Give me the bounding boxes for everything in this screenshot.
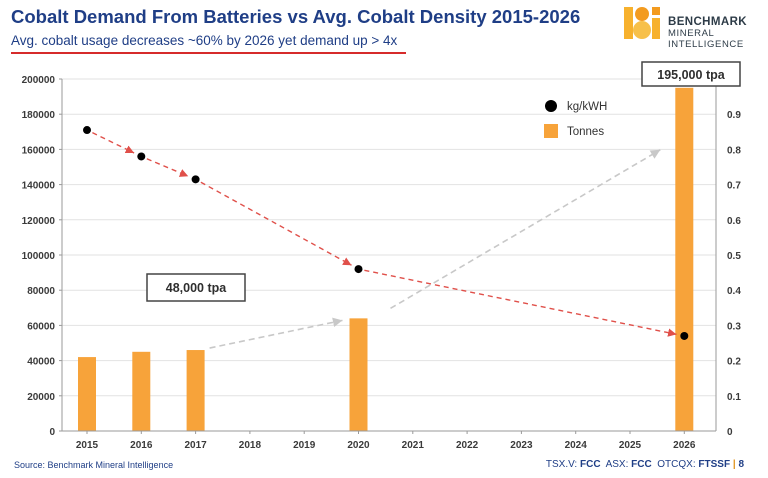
annotation-195000-text: 195,000 tpa bbox=[657, 68, 725, 82]
benchmark-logo: BENCHMARK MINERAL INTELLIGENCE bbox=[622, 4, 762, 50]
ticker-tsx-label: TSX.V: bbox=[545, 459, 578, 470]
left-tick-label: 200000 bbox=[22, 75, 56, 86]
growth-arrow-gray bbox=[209, 317, 343, 349]
footer-tickers: TSX.V: FCC ASX: FCC OTCQX: FTSSF | 8 bbox=[546, 459, 744, 470]
left-tick-label: 40000 bbox=[27, 357, 55, 368]
bar-tonnes-2026 bbox=[675, 87, 694, 432]
right-tick-label: 0.4 bbox=[727, 286, 741, 297]
point-kg-kwh-2016 bbox=[137, 152, 146, 161]
trend-arrow-red bbox=[200, 181, 352, 266]
ticker-tsx-value: FCC bbox=[579, 459, 601, 470]
right-tick-label: 0 bbox=[727, 427, 733, 438]
left-tick-label: 80000 bbox=[27, 286, 55, 297]
x-tick-label: 2026 bbox=[673, 440, 696, 451]
x-tick-label: 2024 bbox=[565, 440, 588, 451]
right-tick-label: 0.2 bbox=[727, 357, 741, 368]
left-tick-label: 140000 bbox=[22, 181, 56, 192]
right-tick-label: 0.7 bbox=[727, 181, 741, 192]
bar-tonnes-2017 bbox=[186, 350, 205, 431]
left-tick-label: 100000 bbox=[22, 251, 56, 262]
trend-arrow-red bbox=[364, 269, 677, 337]
legend-label-tonnes: Tonnes bbox=[567, 126, 604, 138]
bar-tonnes-2020 bbox=[349, 318, 368, 431]
left-tick-label: 180000 bbox=[22, 110, 56, 121]
legend: kg/kWH Tonnes bbox=[544, 100, 607, 138]
right-tick-label: 0.6 bbox=[727, 216, 741, 227]
point-kg-kwh-2020 bbox=[354, 265, 363, 274]
page-number: 8 bbox=[738, 459, 744, 470]
ticker-asx-label: ASX: bbox=[605, 459, 629, 470]
legend-label-kg-kwh: kg/kWH bbox=[567, 101, 607, 113]
trend-arrows bbox=[92, 132, 677, 349]
x-tick-label: 2021 bbox=[402, 440, 425, 451]
x-tick-label: 2025 bbox=[619, 440, 642, 451]
grid-lines bbox=[62, 78, 716, 397]
x-tick-label: 2015 bbox=[76, 440, 99, 451]
left-tick-label: 120000 bbox=[22, 216, 56, 227]
right-tick-label: 0.3 bbox=[727, 321, 741, 332]
right-tick-label: 0.1 bbox=[727, 392, 741, 403]
ticker-asx-value: FCC bbox=[631, 459, 652, 470]
axes: 0 20000 40000 60000 80000 100000 120000 140000 1… bbox=[22, 75, 742, 451]
x-tick-label: 2017 bbox=[184, 440, 207, 451]
trend-arrow-red bbox=[92, 132, 135, 154]
legend-marker-kg-kwh bbox=[545, 100, 557, 112]
logo-mark-icon bbox=[624, 7, 660, 39]
x-tick-label: 2019 bbox=[293, 440, 316, 451]
x-tick-label: 2020 bbox=[347, 440, 370, 451]
left-tick-label: 0 bbox=[49, 427, 55, 438]
footer-source: Source: Benchmark Mineral Intelligence bbox=[14, 460, 174, 470]
growth-arrow-gray bbox=[390, 149, 661, 310]
annotation-195000: 195,000 tpa bbox=[641, 61, 741, 87]
trend-arrow-red bbox=[146, 158, 189, 177]
right-tick-label: 0.8 bbox=[727, 145, 741, 156]
logo-text-intelligence: INTELLIGENCE bbox=[668, 39, 744, 50]
right-tick-label: 0.9 bbox=[727, 110, 741, 121]
point-kg-kwh-2017 bbox=[191, 175, 200, 184]
x-tick-label: 2023 bbox=[510, 440, 533, 451]
bar-tonnes-2016 bbox=[132, 351, 151, 431]
x-tick-label: 2016 bbox=[130, 440, 153, 451]
ticker-otc-label: OTCQX: bbox=[657, 459, 696, 470]
annotation-48000-text: 48,000 tpa bbox=[166, 281, 228, 295]
left-tick-label: 20000 bbox=[27, 392, 55, 403]
logo-text-mineral: MINERAL bbox=[668, 28, 715, 39]
points-kg-kwh bbox=[83, 126, 689, 340]
annotation-48000: 48,000 tpa bbox=[146, 273, 246, 302]
right-tick-label: 0.5 bbox=[727, 251, 741, 262]
x-tick-label: 2018 bbox=[239, 440, 262, 451]
ticker-otc-value: FTSSF bbox=[698, 459, 731, 470]
bar-tonnes-2015 bbox=[78, 357, 96, 431]
logo-text-benchmark: BENCHMARK bbox=[668, 16, 747, 28]
left-tick-label: 160000 bbox=[22, 145, 56, 156]
legend-marker-tonnes bbox=[544, 124, 558, 138]
subtitle-underline bbox=[11, 52, 406, 54]
point-kg-kwh-2015 bbox=[83, 126, 91, 135]
chart-title: Cobalt Demand From Batteries vs Avg. Cob… bbox=[11, 6, 581, 27]
x-tick-label: 2022 bbox=[456, 440, 479, 451]
chart-subtitle: Avg. cobalt usage decreases ~60% by 2026… bbox=[11, 33, 398, 48]
point-kg-kwh-2026 bbox=[680, 331, 689, 340]
left-tick-label: 60000 bbox=[27, 321, 55, 332]
footer-separator: | bbox=[732, 459, 736, 470]
bars-tonnes bbox=[78, 87, 694, 432]
